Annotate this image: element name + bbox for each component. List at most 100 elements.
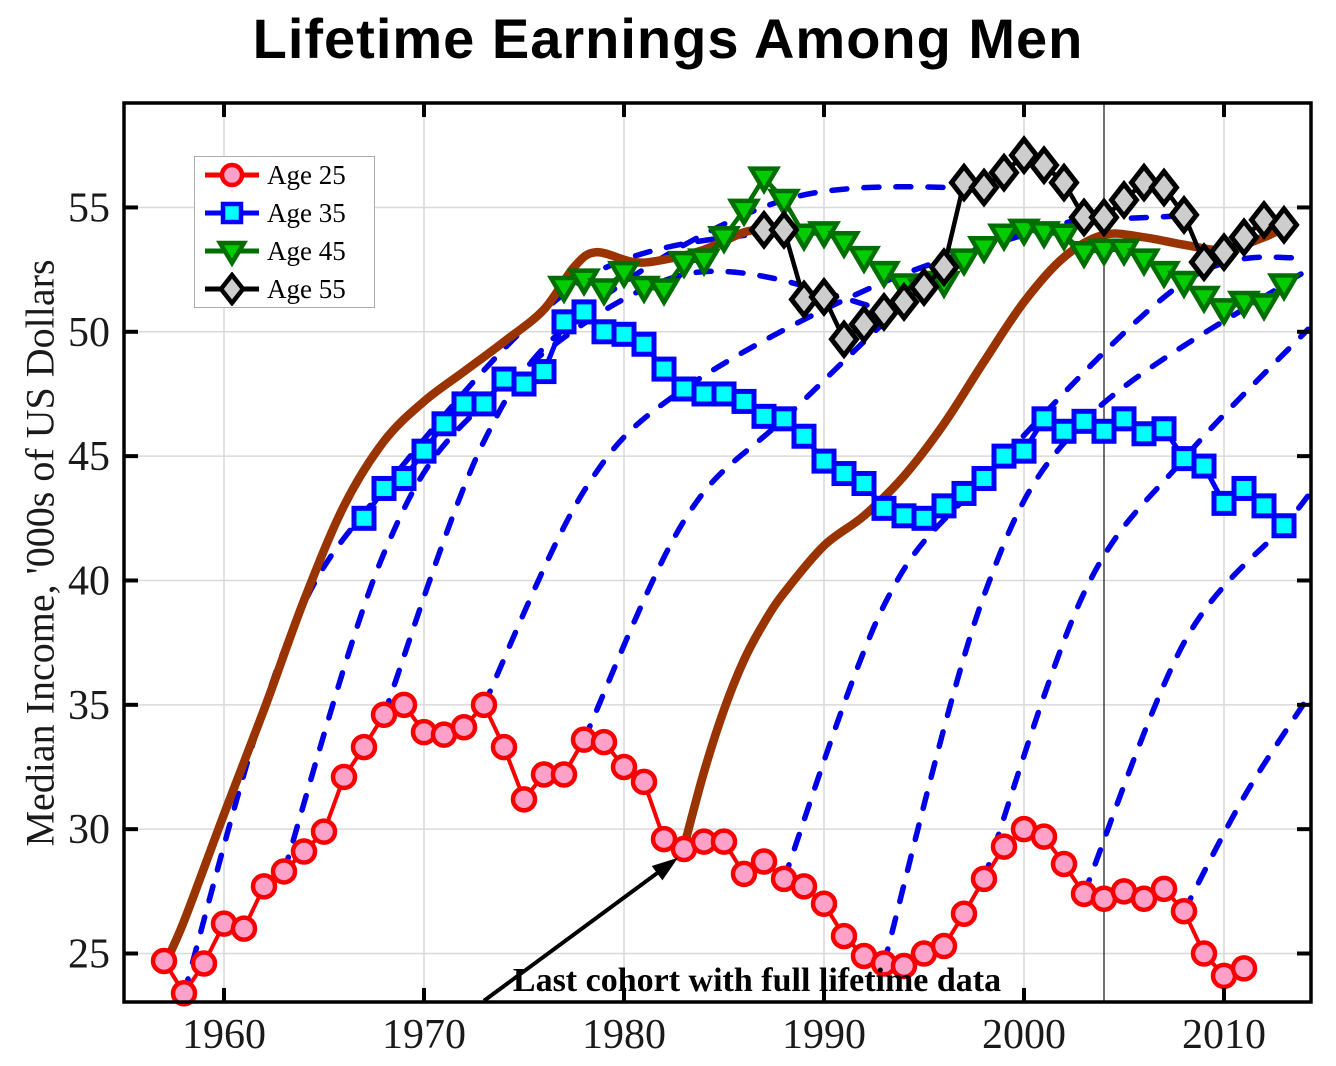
marker-square bbox=[871, 495, 897, 521]
marker-square bbox=[471, 391, 497, 417]
marker-triangle-down bbox=[1047, 223, 1081, 253]
series-age-45 bbox=[547, 166, 1301, 327]
marker-circle bbox=[170, 980, 198, 1007]
marker-square bbox=[351, 505, 377, 531]
marker-circle bbox=[930, 932, 958, 960]
marker-circle bbox=[490, 733, 518, 761]
brown-lifetime-line bbox=[159, 225, 769, 971]
tick-marks bbox=[124, 103, 1311, 1002]
legend-marker-circle-icon bbox=[205, 162, 259, 188]
marker-circle bbox=[590, 728, 618, 756]
marker-circle bbox=[750, 848, 778, 875]
annotation-text: Last cohort with full lifetime data bbox=[512, 962, 1002, 999]
marker-triangle-down bbox=[667, 250, 701, 280]
marker-circle bbox=[610, 753, 638, 781]
marker-square bbox=[691, 381, 717, 407]
marker-square bbox=[391, 466, 417, 492]
legend-marker-triangle-down-icon bbox=[205, 240, 259, 268]
marker-square bbox=[571, 299, 597, 325]
marker-circle bbox=[290, 838, 318, 865]
marker-triangle-down bbox=[707, 226, 741, 255]
marker-square bbox=[1191, 453, 1217, 479]
legend-item-age-25: Age 25 bbox=[203, 158, 374, 192]
legend-label: Age 25 bbox=[267, 159, 346, 190]
series-age-25 bbox=[150, 691, 1258, 1007]
marker-square bbox=[751, 403, 777, 429]
x-tick-label: 2000 bbox=[982, 1012, 1066, 1058]
marker-triangle-down bbox=[747, 166, 781, 196]
chart-title: Lifetime Earnings Among Men bbox=[252, 7, 1084, 70]
marker-circle bbox=[230, 915, 258, 942]
marker-square bbox=[511, 371, 537, 397]
marker-circle bbox=[1050, 850, 1078, 878]
marker-circle bbox=[650, 825, 678, 853]
series-age-55 bbox=[748, 135, 1300, 360]
marker-square bbox=[491, 366, 517, 392]
marker-circle bbox=[330, 763, 358, 791]
marker-square bbox=[1231, 475, 1257, 501]
marker-square bbox=[1271, 513, 1297, 539]
marker-circle bbox=[150, 947, 178, 975]
marker-circle bbox=[550, 761, 578, 788]
marker-diamond bbox=[928, 247, 960, 288]
x-axis-tick-labels: 1960 1970 1980 1990 2000 2010 bbox=[182, 1012, 1266, 1058]
marker-triangle-down bbox=[687, 248, 721, 278]
marker-square bbox=[831, 461, 857, 487]
marker-square bbox=[891, 503, 917, 529]
marker-circle bbox=[190, 950, 218, 977]
marker-square bbox=[851, 470, 877, 496]
marker-circle bbox=[970, 865, 998, 893]
marker-square bbox=[451, 391, 477, 417]
marker-square bbox=[1051, 418, 1077, 444]
marker-square bbox=[931, 493, 957, 519]
marker-circle bbox=[250, 873, 278, 900]
y-axis-tick-labels: 25 30 35 40 45 50 55 bbox=[68, 185, 110, 977]
marker-diamond bbox=[828, 319, 860, 360]
marker-square bbox=[651, 356, 677, 382]
marker-circle bbox=[790, 873, 818, 900]
legend-marker-square-icon bbox=[205, 201, 259, 225]
marker-diamond bbox=[1148, 167, 1180, 208]
marker-triangle-down bbox=[827, 231, 861, 260]
legend-label: Age 55 bbox=[267, 273, 346, 304]
marker-square bbox=[1171, 446, 1197, 472]
marker-circle bbox=[310, 818, 338, 845]
marker-diamond bbox=[1228, 217, 1260, 258]
y-tick-label: 40 bbox=[68, 558, 110, 604]
marker-square bbox=[1091, 418, 1117, 444]
x-tick-label: 1970 bbox=[382, 1012, 466, 1058]
marker-circle bbox=[630, 768, 658, 796]
legend-label: Age 35 bbox=[267, 197, 346, 228]
marker-circle bbox=[1190, 940, 1218, 967]
marker-square bbox=[1111, 406, 1137, 432]
marker-square bbox=[1071, 408, 1097, 434]
marker-square bbox=[631, 331, 657, 357]
marker-triangle-down bbox=[647, 278, 681, 307]
marker-square bbox=[551, 309, 577, 335]
brown-lifetime-lines bbox=[159, 223, 1289, 971]
marker-circle bbox=[1030, 823, 1058, 850]
marker-diamond bbox=[1208, 232, 1240, 273]
marker-circle bbox=[710, 828, 738, 855]
marker-circle bbox=[890, 952, 918, 980]
marker-diamond bbox=[968, 167, 1000, 208]
marker-circle bbox=[510, 786, 538, 813]
marker-square bbox=[971, 466, 997, 492]
marker-diamond bbox=[848, 304, 880, 345]
marker-diamond bbox=[988, 152, 1020, 193]
marker-circle bbox=[1150, 875, 1178, 903]
marker-triangle-down bbox=[1267, 273, 1301, 302]
marker-triangle-down bbox=[1207, 298, 1241, 327]
marker-square bbox=[611, 321, 637, 347]
marker-diamond bbox=[888, 281, 920, 323]
x-tick-label: 1960 bbox=[182, 1012, 266, 1058]
y-tick-label: 45 bbox=[68, 434, 110, 480]
marker-square bbox=[811, 448, 837, 474]
marker-circle bbox=[950, 900, 978, 927]
x-tick-label: 2010 bbox=[1182, 1012, 1266, 1058]
marker-triangle-down bbox=[547, 275, 581, 305]
marker-circle bbox=[1130, 885, 1158, 913]
marker-square bbox=[591, 319, 617, 345]
y-tick-label: 50 bbox=[68, 310, 110, 356]
